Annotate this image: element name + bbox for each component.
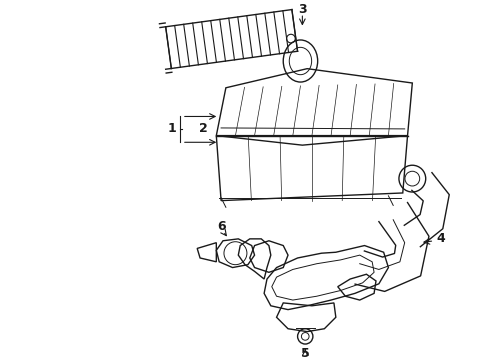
Text: 2: 2: [199, 122, 208, 135]
Text: 4: 4: [436, 232, 445, 246]
Text: 5: 5: [301, 347, 310, 360]
Text: 3: 3: [298, 3, 307, 16]
Text: 1: 1: [168, 122, 176, 135]
Text: 6: 6: [217, 220, 225, 233]
